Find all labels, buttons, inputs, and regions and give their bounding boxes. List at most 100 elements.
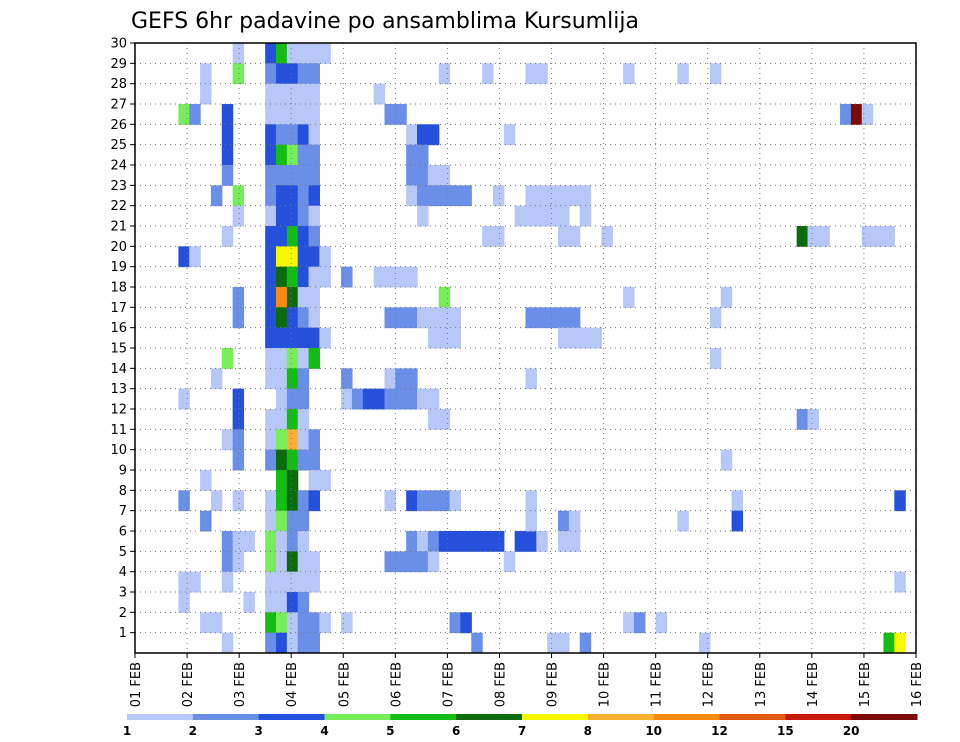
heatmap-cell <box>536 185 548 207</box>
color-scale-swatch <box>785 714 852 720</box>
color-scale-swatch <box>456 714 523 720</box>
x-tick-label: 13 FEB <box>754 662 769 707</box>
heatmap-cell <box>265 266 277 288</box>
heatmap-cell <box>286 592 299 613</box>
heatmap-cell <box>286 429 299 451</box>
heatmap-cell <box>308 571 321 593</box>
x-tick-label: 06 FEB <box>389 662 404 707</box>
heatmap-cell <box>558 632 570 654</box>
heatmap-cell <box>438 165 451 186</box>
y-tick-label: 24 <box>110 159 127 174</box>
heatmap-cell <box>200 510 212 532</box>
heatmap-cell <box>438 185 451 207</box>
heatmap-cell <box>406 388 418 410</box>
heatmap-cell <box>384 368 396 390</box>
heatmap-cell <box>427 307 440 329</box>
grid-lines <box>135 42 916 653</box>
x-tick-label: 16 FEB <box>910 662 925 707</box>
heatmap-cell <box>558 205 570 227</box>
heatmap-cell <box>731 490 744 512</box>
heatmap-cell <box>297 226 310 247</box>
x-tick-label: 15 FEB <box>858 662 873 707</box>
color-scale-label: 20 <box>843 724 860 738</box>
heatmap-cell <box>265 83 277 105</box>
heatmap-cell <box>525 205 537 227</box>
heatmap-cell <box>265 205 277 227</box>
heatmap-cell <box>189 571 201 593</box>
heatmap-cell <box>276 531 288 552</box>
heatmap-cell <box>232 185 245 207</box>
heatmap-cell <box>276 571 288 593</box>
heatmap-cell <box>568 185 581 207</box>
heatmap-cell <box>265 287 277 308</box>
heatmap-cell <box>221 165 234 186</box>
y-tick-label: 18 <box>110 281 127 296</box>
heatmap-cell <box>308 124 321 146</box>
heatmap-cell <box>232 490 245 512</box>
heatmap-cell <box>308 490 321 512</box>
color-scale-label: 4 <box>320 724 328 738</box>
heatmap-cell <box>623 612 635 634</box>
heatmap-cell <box>286 470 299 491</box>
heatmap-cell <box>276 83 288 105</box>
heatmap-cell <box>308 470 321 491</box>
color-scale-swatch <box>522 714 589 720</box>
heatmap-cell <box>286 185 299 207</box>
heatmap-cell <box>720 287 733 308</box>
heatmap-cell <box>525 510 537 532</box>
heatmap-cell <box>525 531 537 552</box>
heatmap-cell <box>297 43 310 64</box>
y-tick-label: 29 <box>110 57 127 72</box>
heatmap-cells <box>178 43 906 654</box>
heatmap-cell <box>189 246 201 268</box>
heatmap-cell <box>178 592 190 613</box>
heatmap-cell <box>297 409 310 430</box>
heatmap-cell <box>221 632 234 654</box>
heatmap-cell <box>308 165 321 186</box>
y-tick-label: 19 <box>110 260 127 275</box>
heatmap-cell <box>406 124 418 146</box>
heatmap-cell <box>568 226 581 247</box>
heatmap-cell <box>558 307 570 329</box>
heatmap-cell <box>297 287 310 308</box>
heatmap-cell <box>276 205 288 227</box>
heatmap-cell <box>276 490 288 512</box>
heatmap-cell <box>395 307 407 329</box>
heatmap-cell <box>297 165 310 186</box>
heatmap-cell <box>460 185 472 207</box>
heatmap-cell <box>308 104 321 125</box>
heatmap-cell <box>568 307 581 329</box>
heatmap-cell <box>384 551 396 573</box>
heatmap-cell <box>308 632 321 654</box>
heatmap-cell <box>623 63 635 85</box>
heatmap-cell <box>265 104 277 125</box>
heatmap-cell <box>286 226 299 247</box>
heatmap-cell <box>265 531 277 552</box>
heatmap-cell <box>417 531 429 552</box>
heatmap-cell <box>568 327 581 349</box>
heatmap-cell <box>568 531 581 552</box>
heatmap-cell <box>276 185 288 207</box>
y-tick-label: 3 <box>119 586 127 601</box>
heatmap-cell <box>286 409 299 430</box>
heatmap-cell <box>590 327 603 349</box>
chart-title: GEFS 6hr padavine po ansamblima Kursumli… <box>131 9 639 34</box>
heatmap-cell <box>492 226 505 247</box>
heatmap-cell <box>460 612 472 634</box>
x-tick-label: 10 FEB <box>598 662 613 707</box>
heatmap-cell <box>221 124 234 146</box>
heatmap-cell <box>709 348 722 369</box>
heatmap-cell <box>265 612 277 634</box>
heatmap-cell <box>406 165 418 186</box>
heatmap-cell <box>471 531 483 552</box>
heatmap-cell <box>308 226 321 247</box>
heatmap-cell <box>200 470 212 491</box>
heatmap-cell <box>178 571 190 593</box>
heatmap-cell <box>547 632 559 654</box>
heatmap-cell <box>276 165 288 186</box>
heatmap-cell <box>286 43 299 64</box>
heatmap-cell <box>286 632 299 654</box>
heatmap-cell <box>221 429 234 451</box>
heatmap-cell <box>178 490 190 512</box>
heatmap-cell <box>438 327 451 349</box>
